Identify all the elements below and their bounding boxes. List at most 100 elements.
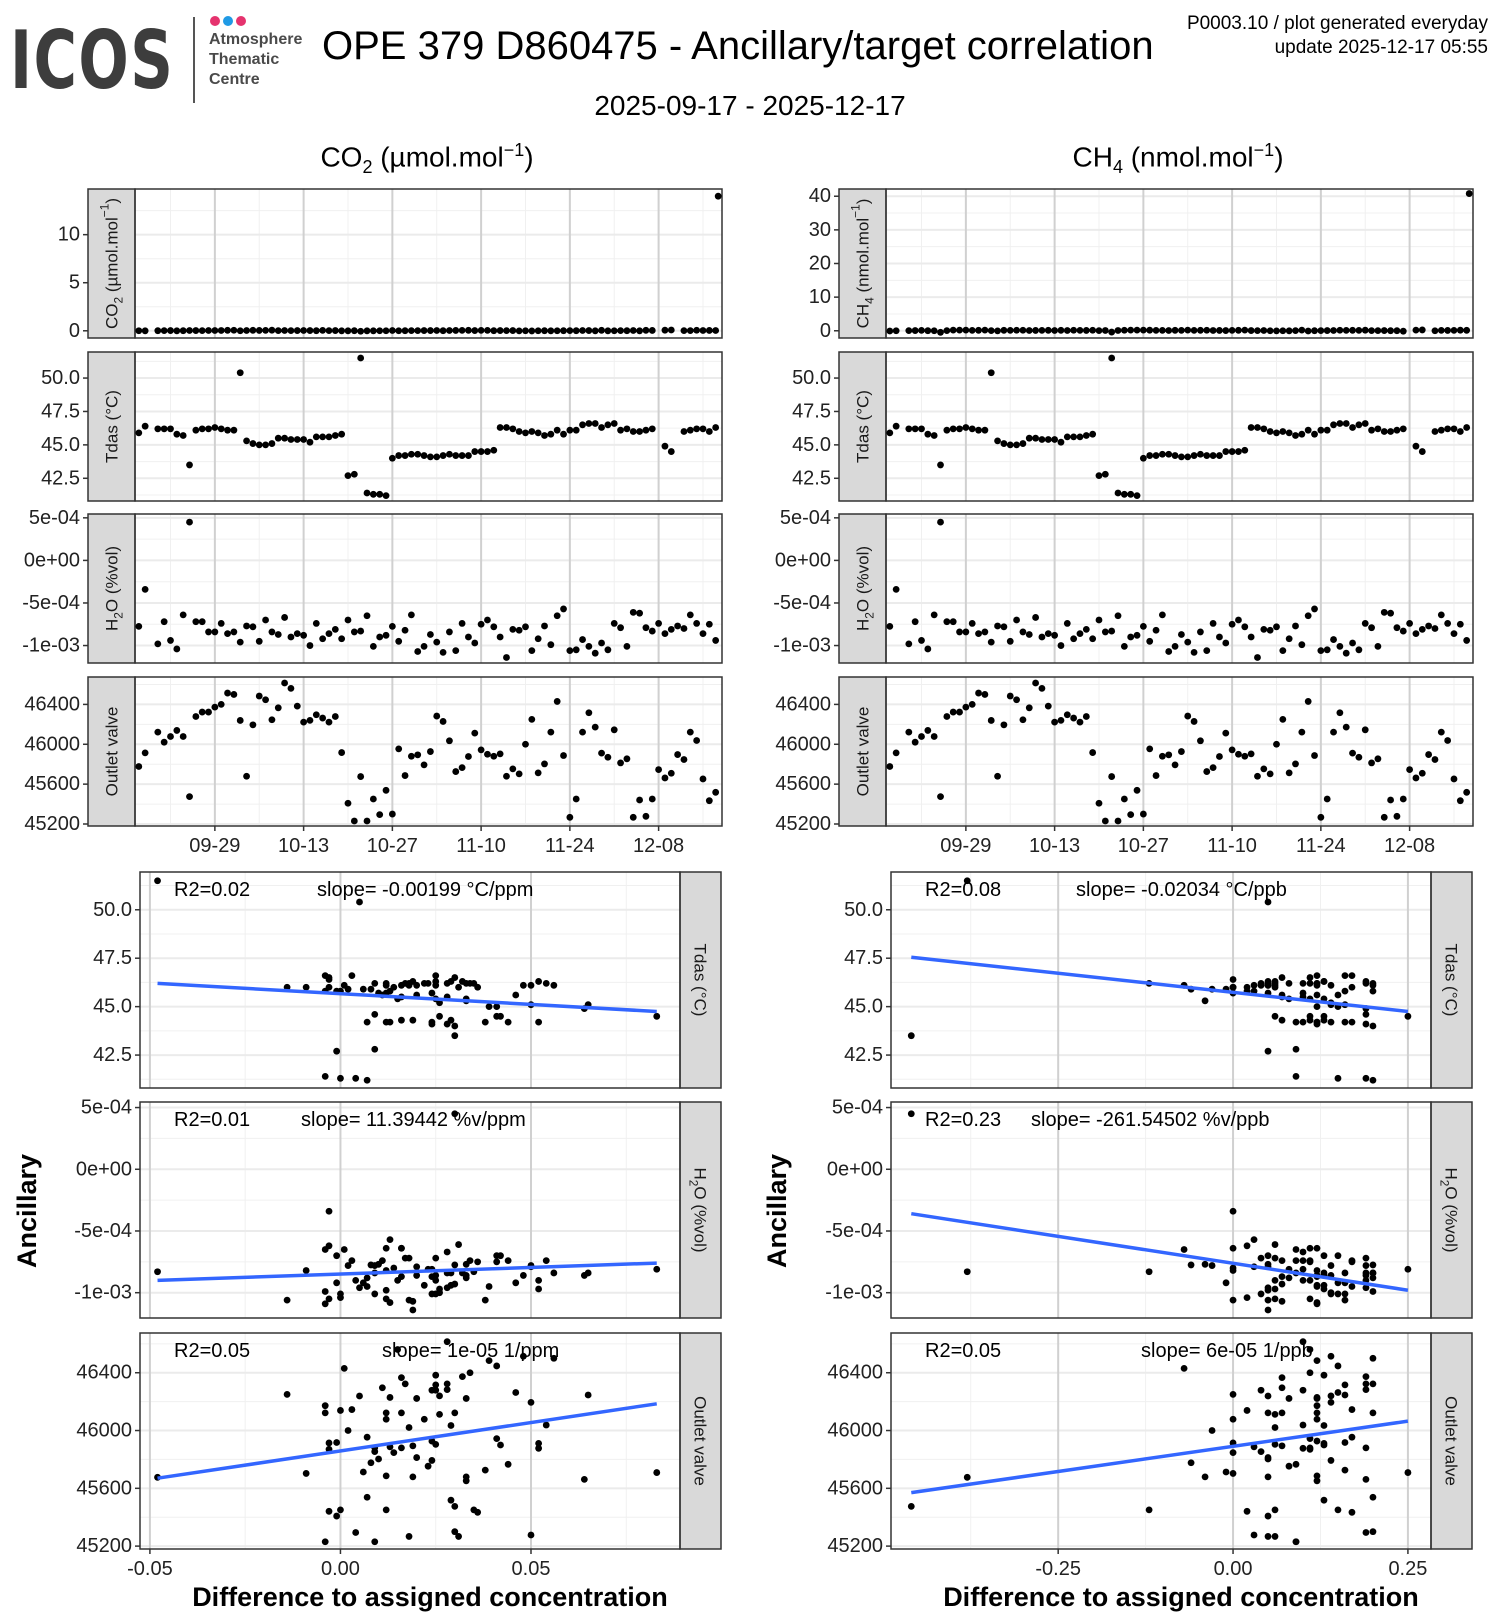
data-point [542, 1257, 550, 1265]
data-point [281, 679, 289, 687]
data-point [886, 622, 894, 630]
data-point [350, 470, 358, 478]
data-point [1089, 635, 1097, 643]
label-part: O (%vol) [1442, 1186, 1461, 1252]
panel-background [140, 1102, 680, 1318]
y-tick-label: 20 [809, 253, 831, 275]
data-point [420, 761, 428, 769]
x-tick-label: 10-27 [1118, 835, 1169, 857]
data-point [1273, 623, 1280, 631]
data-point [443, 1386, 451, 1394]
data-point [337, 1074, 344, 1082]
y-tick-label: 50.0 [792, 367, 831, 389]
data-point [1187, 1261, 1195, 1269]
y-tick-label: 46400 [775, 693, 831, 715]
y-tick-label: -1e-03 [825, 1282, 883, 1304]
data-point [325, 1507, 333, 1515]
data-point [956, 708, 963, 716]
data-point [363, 1493, 371, 1501]
label-part: 2 [112, 612, 126, 619]
data-point [243, 437, 250, 445]
icos-logo: ICOS [10, 14, 175, 107]
y-tick-label: 46000 [827, 1420, 883, 1442]
data-point [1229, 983, 1237, 991]
data-point [386, 1394, 394, 1401]
data-point [937, 793, 944, 800]
data-point [1051, 631, 1059, 639]
label-part: −1 [849, 204, 863, 218]
data-point [485, 1003, 493, 1011]
data-point [1380, 813, 1388, 821]
data-point [386, 1236, 394, 1244]
data-point [1201, 1473, 1209, 1481]
data-point [905, 425, 913, 433]
y-tick-label: 10 [809, 286, 831, 308]
data-point [439, 327, 447, 335]
data-point [1313, 1415, 1321, 1423]
panel-border [890, 1332, 1432, 1550]
data-point [319, 635, 327, 643]
data-point [680, 327, 688, 335]
data-point [300, 631, 308, 639]
data-point [1393, 426, 1401, 434]
data-point [407, 752, 415, 760]
y-tick-label: 46000 [24, 733, 80, 755]
data-point [414, 648, 422, 655]
data-point [135, 763, 143, 770]
data-point [371, 1290, 379, 1298]
data-point [433, 638, 441, 646]
scatter-panel-co2-h2o: H2O (%vol) -1e-03 -5e-04 0e+00 5e-04 R2=0.01 s… [74, 1097, 722, 1319]
data-point [579, 728, 586, 736]
data-point [1127, 811, 1135, 819]
data-point [661, 326, 669, 334]
label-part: H [691, 1167, 710, 1179]
data-point [1374, 642, 1382, 650]
data-point [1139, 454, 1147, 462]
data-point [1299, 1444, 1307, 1452]
data-point [398, 1374, 405, 1382]
label-part: Outlet valve [853, 707, 872, 797]
data-point [420, 1415, 428, 1423]
data-point [224, 689, 231, 697]
data-point [1216, 633, 1223, 641]
y-tick-label: -5e-04 [773, 592, 831, 614]
data-point [1013, 441, 1020, 449]
data-point [1101, 817, 1109, 825]
strip-background [679, 1101, 722, 1319]
data-point [1208, 1427, 1216, 1434]
data-point [1404, 1469, 1412, 1476]
data-point [1327, 1352, 1335, 1360]
data-point [481, 1466, 489, 1474]
data-point [462, 1260, 470, 1268]
data-point [1320, 1269, 1328, 1277]
data-point [1264, 1409, 1272, 1417]
data-point [1368, 327, 1375, 335]
data-point [443, 1248, 451, 1256]
data-point [1190, 326, 1198, 334]
data-point [1313, 979, 1321, 987]
data-point [211, 327, 219, 334]
label-part: (nmol.mol [853, 218, 872, 297]
scatter-panel-ch4-h2o: H2O (%vol) -1e-03 -5e-04 0e+00 5e-04 R2=0.23 s… [825, 1097, 1473, 1319]
data-point [1197, 450, 1204, 458]
data-point [553, 612, 561, 620]
data-point [579, 327, 586, 334]
data-point [994, 437, 1001, 445]
data-point [344, 472, 352, 480]
data-point [1057, 642, 1065, 649]
data-point [522, 327, 529, 335]
data-point [642, 326, 650, 334]
data-point [376, 327, 384, 335]
data-point [699, 630, 707, 638]
data-point [1038, 684, 1046, 692]
data-point [283, 1296, 291, 1304]
data-point [1313, 1003, 1321, 1011]
data-point [1006, 637, 1014, 645]
data-point [359, 1279, 367, 1287]
data-point [1271, 983, 1279, 991]
data-point [1450, 425, 1458, 433]
data-point [1266, 428, 1274, 435]
data-point [481, 1018, 489, 1026]
data-point [1278, 1297, 1286, 1305]
data-point [598, 639, 605, 647]
